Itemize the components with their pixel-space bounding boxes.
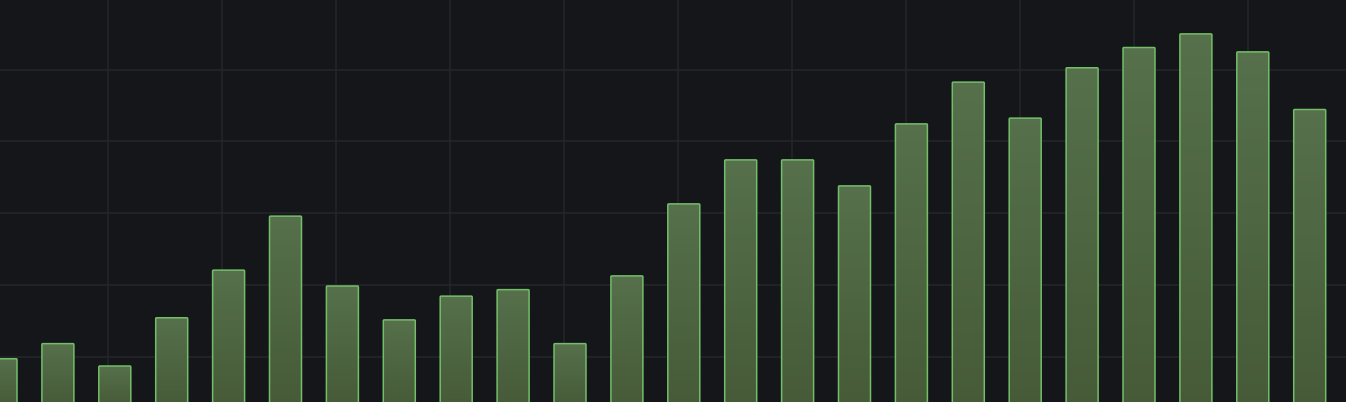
bars [0, 33, 1327, 402]
bar [268, 215, 303, 402]
bar [837, 185, 872, 402]
bar [325, 285, 360, 402]
bar [211, 269, 246, 402]
bar [154, 316, 189, 402]
bar [1008, 117, 1042, 402]
bar [1292, 108, 1327, 402]
bar [723, 159, 758, 402]
bar [894, 123, 929, 402]
bar [1179, 33, 1213, 402]
bar [1122, 46, 1156, 402]
bar [610, 275, 644, 402]
bar [951, 81, 986, 402]
bar [667, 203, 701, 402]
bar [382, 319, 417, 402]
bar [98, 365, 132, 402]
bar [1065, 66, 1099, 402]
bar [0, 358, 18, 402]
bar [496, 288, 530, 402]
bar [780, 159, 815, 402]
bar [553, 342, 587, 402]
bar [41, 342, 75, 402]
bar [439, 295, 473, 402]
bar [1236, 51, 1270, 402]
